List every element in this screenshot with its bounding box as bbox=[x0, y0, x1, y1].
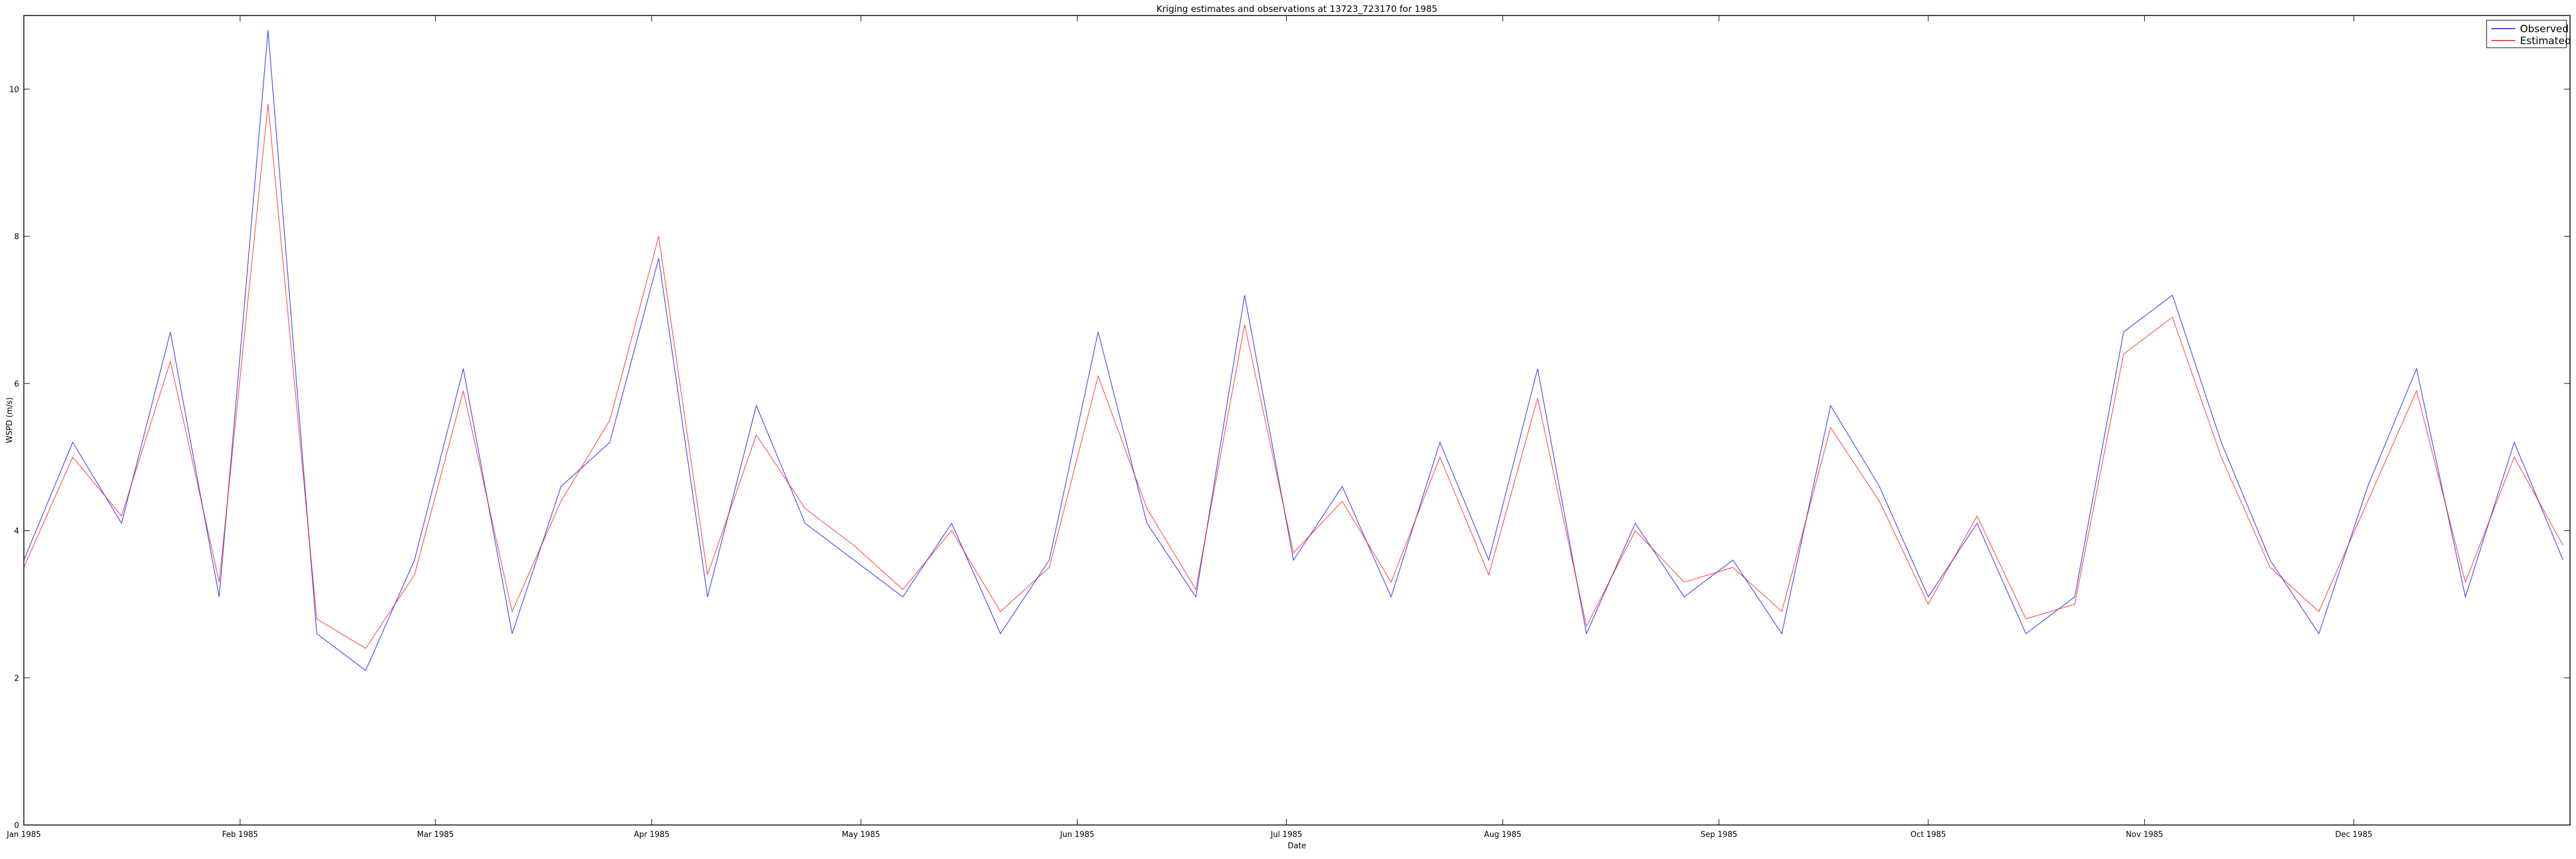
x-axis: Jan 1985 Feb 1985 Mar 1985 Apr 1985 May 1985… bbox=[6, 16, 2373, 839]
x-tick-label: Jan 1985 bbox=[6, 830, 41, 839]
x-tick-label: Mar 1985 bbox=[417, 830, 454, 839]
plot-frame bbox=[23, 15, 2571, 826]
y-axis-label: WSPD (m/s) bbox=[5, 397, 14, 443]
x-tick-label: Nov 1985 bbox=[2126, 830, 2163, 839]
x-axis-label: Date bbox=[1287, 842, 1306, 851]
x-tick-label: May 1985 bbox=[842, 830, 880, 839]
legend-label-estimated: Estimated bbox=[2520, 35, 2571, 47]
y-tick-label: 10 bbox=[9, 85, 19, 94]
x-tick-label: Jul 1985 bbox=[1270, 830, 1302, 839]
legend-box bbox=[2486, 20, 2567, 48]
chart-title: Kriging estimates and observations at 13… bbox=[1156, 4, 1437, 15]
series-line-observed bbox=[23, 30, 2563, 671]
series-layer bbox=[23, 30, 2563, 671]
x-tick-label: Dec 1985 bbox=[2335, 830, 2372, 839]
y-tick-label: 0 bbox=[14, 821, 19, 830]
legend-label-observed: Observed bbox=[2520, 23, 2569, 35]
x-tick-label: Sep 1985 bbox=[1701, 830, 1738, 839]
x-tick-label: Feb 1985 bbox=[222, 830, 258, 839]
y-axis: 0 2 4 6 8 10 bbox=[9, 85, 2570, 830]
x-tick-label: Jun 1985 bbox=[1060, 830, 1095, 839]
x-tick-label: Aug 1985 bbox=[1484, 830, 1522, 839]
y-tick-label: 4 bbox=[14, 527, 19, 536]
y-tick-label: 6 bbox=[14, 380, 19, 389]
x-tick-label: Apr 1985 bbox=[634, 830, 670, 839]
y-tick-label: 8 bbox=[14, 233, 19, 242]
series-line-estimated bbox=[23, 103, 2563, 649]
y-tick-label: 2 bbox=[14, 674, 19, 683]
x-tick-label: Oct 1985 bbox=[1911, 830, 1946, 839]
